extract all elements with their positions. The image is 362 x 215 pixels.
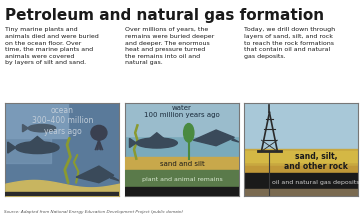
Text: Today, we drill down through
layers of sand, silt, and rock
to reach the rock fo: Today, we drill down through layers of s… (244, 27, 336, 59)
Ellipse shape (184, 124, 194, 142)
Bar (244, 189, 358, 196)
Bar (5, 103, 68, 138)
Text: water
100 million years ago: water 100 million years ago (144, 105, 220, 118)
Text: sand and silt: sand and silt (160, 161, 204, 167)
Text: Source: Adapted from National Energy Education Development Project (public domai: Source: Adapted from National Energy Edu… (4, 210, 183, 214)
Bar (125, 187, 239, 196)
Polygon shape (22, 124, 28, 132)
Bar (244, 149, 358, 175)
Text: Petroleum and natural gas formation: Petroleum and natural gas formation (5, 8, 325, 23)
Polygon shape (110, 176, 119, 181)
Text: sand, silt,
and other rock: sand, silt, and other rock (284, 152, 348, 171)
Text: plant and animal remains: plant and animal remains (142, 177, 222, 183)
Text: Tiny marine plants and
animals died and were buried
on the ocean floor. Over
tim: Tiny marine plants and animals died and … (5, 27, 99, 65)
Text: Over millions of years, the
remains were buried deeper
and deeper. The enormous
: Over millions of years, the remains were… (125, 27, 214, 65)
Bar (5, 137, 51, 163)
Ellipse shape (91, 125, 107, 140)
Bar (125, 170, 239, 189)
Polygon shape (30, 137, 44, 142)
Bar (244, 174, 358, 190)
Polygon shape (193, 130, 234, 146)
Bar (125, 103, 239, 136)
Bar (244, 103, 358, 151)
Polygon shape (232, 138, 239, 142)
Ellipse shape (136, 138, 177, 148)
Polygon shape (8, 142, 16, 153)
Text: ocean
300–400 million
years ago: ocean 300–400 million years ago (32, 106, 93, 136)
Bar (125, 157, 239, 172)
Bar (244, 151, 358, 162)
Polygon shape (130, 138, 136, 147)
Ellipse shape (16, 141, 59, 154)
Polygon shape (150, 133, 164, 138)
Bar (125, 103, 239, 159)
Bar (244, 166, 358, 172)
Ellipse shape (28, 124, 56, 132)
Bar (5, 192, 119, 196)
Polygon shape (76, 166, 114, 183)
Text: oil and natural gas deposits: oil and natural gas deposits (273, 180, 360, 185)
